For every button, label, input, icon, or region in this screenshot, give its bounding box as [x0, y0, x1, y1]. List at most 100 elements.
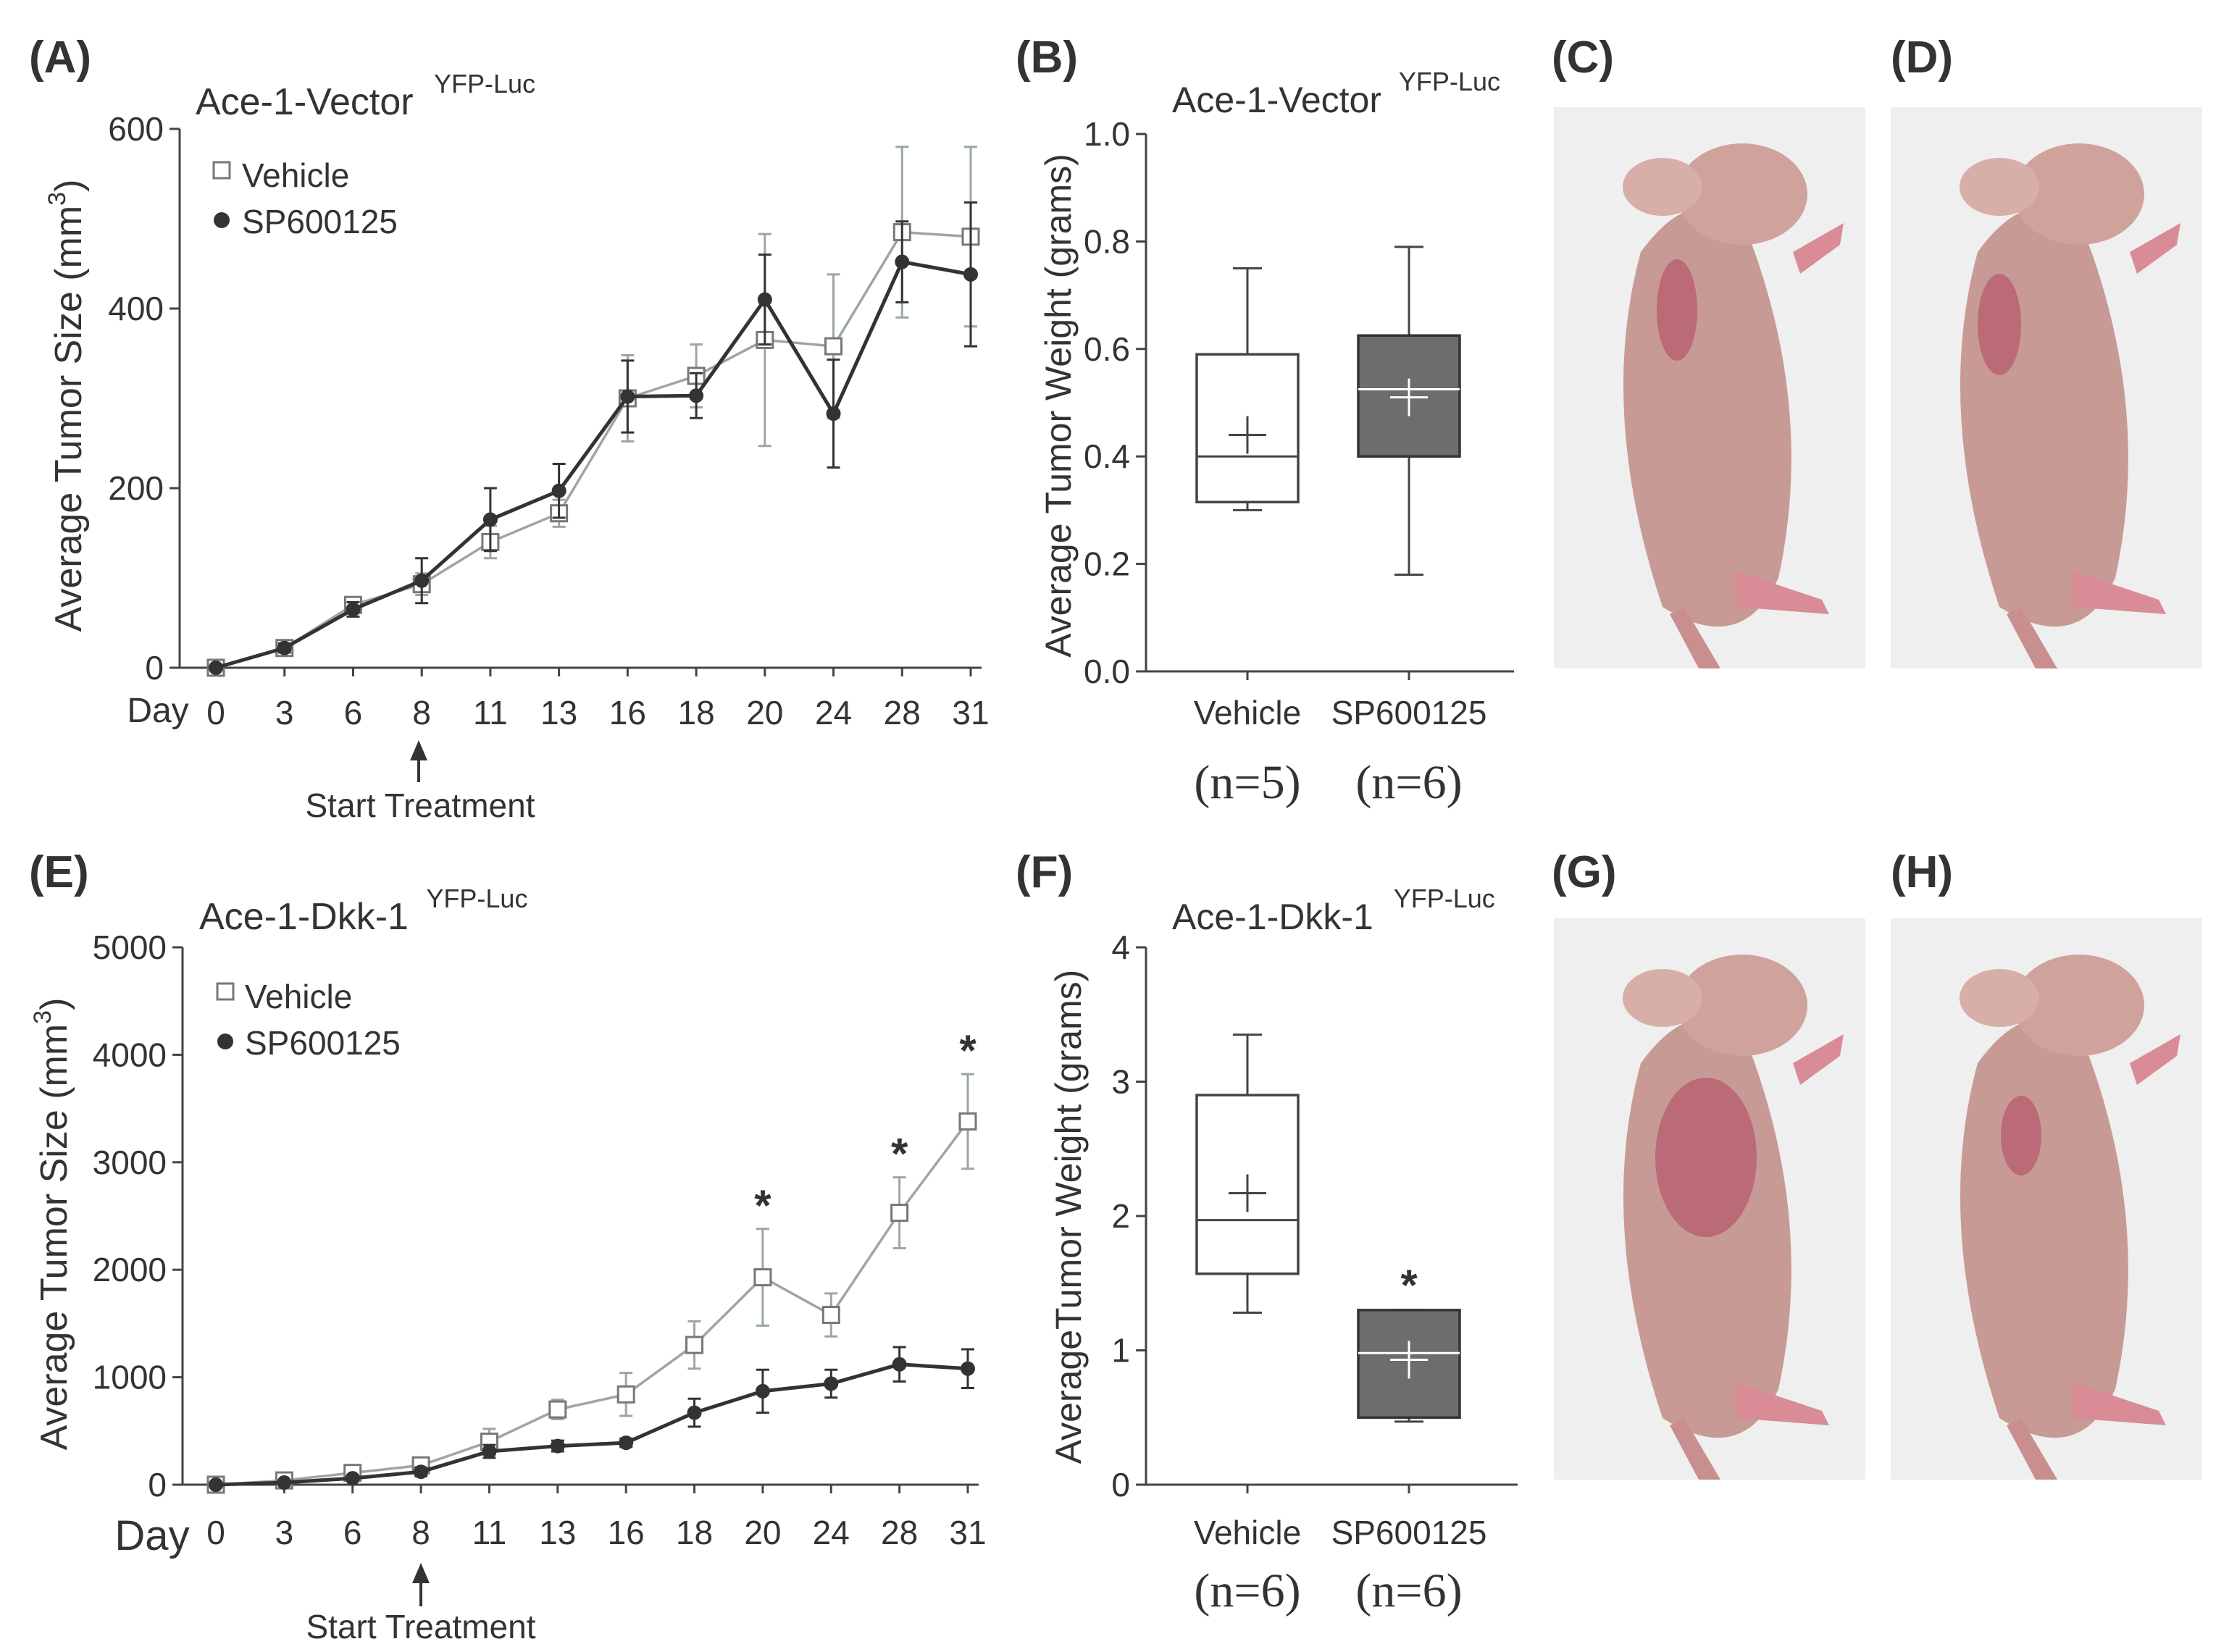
x-tick-label: 16 [609, 694, 646, 731]
data-point-sp600125 [209, 1477, 223, 1492]
x-tick-label: SP600125 [1331, 1514, 1487, 1551]
x-tick-label: Vehicle [1194, 1514, 1301, 1551]
mouse-head [2014, 955, 2144, 1056]
panel-e-legend: Vehicle SP600125 [216, 978, 401, 1062]
series-line-vehicle [215, 1120, 969, 1486]
panel-h-photo [1891, 918, 2202, 1480]
panel-e-y-axis-label: Average Tumor Size (mm3) [29, 998, 75, 1451]
data-point-sp600125 [345, 1471, 360, 1486]
mouse-paw [2130, 1034, 2180, 1085]
x-tick-label: 6 [344, 694, 363, 731]
panel-f-title-main: Ace-1-Dkk-1 [1172, 897, 1373, 937]
y-tick-label: 2000 [93, 1251, 167, 1288]
y-tick-label: 5000 [93, 928, 167, 966]
panel-a-y-axis-label-sup: 3 [43, 192, 71, 206]
mouse-ear [1960, 158, 2039, 216]
mouse-leg [1735, 571, 1829, 614]
panel-b-n-vehicle: (n=5) [1194, 756, 1300, 809]
y-tick-label: 400 [108, 290, 164, 327]
panel-b: (B) Ace-1-Vector YFP-Luc Average Tumor W… [1016, 33, 1514, 809]
y-tick-label: 0.0 [1084, 653, 1130, 690]
y-tick-label: 1.0 [1084, 115, 1130, 153]
panel-e-y-axis-label-sup: 3 [29, 1010, 57, 1024]
y-tick-label: 0 [1111, 1466, 1130, 1504]
mouse-head [1677, 955, 1807, 1056]
y-tick-label: 0.8 [1084, 222, 1130, 260]
panel-a-title-main: Ace-1-Vector [196, 81, 414, 123]
panel-a: (A) Ace-1-Vector YFP-Luc Average Tumor S… [29, 33, 990, 824]
panel-e-legend-sp: SP600125 [245, 1024, 401, 1062]
y-tick-label: 0.2 [1084, 545, 1130, 583]
data-point-sp600125 [824, 1376, 839, 1391]
data-point-sp600125 [757, 292, 772, 307]
y-tick-label: 0.4 [1084, 437, 1130, 475]
panel-b-title-main: Ace-1-Vector [1172, 80, 1381, 120]
panel-a-letter: (A) [29, 33, 91, 83]
panel-e-letter: (E) [29, 847, 89, 897]
panel-e-legend-vehicle-marker [216, 982, 235, 1001]
panel-e-legend-sp-marker [217, 1033, 233, 1049]
significance-star: * [754, 1181, 771, 1230]
panel-b-letter: (B) [1016, 33, 1078, 83]
mouse-paw [2130, 223, 2180, 274]
mouse-paw [1793, 1034, 1844, 1085]
mouse-tail [2007, 607, 2057, 668]
data-point-sp600125 [550, 1438, 565, 1454]
data-point-sp600125 [895, 254, 910, 269]
data-point-vehicle [958, 1112, 977, 1131]
panel-e-legend-vehicle: Vehicle [245, 978, 352, 1015]
panel-e-plot: 0 1000 2000 3000 4000 5000 0 3 6 8 11 13 16 18 20 24 28 3… [93, 928, 987, 1551]
tumor [2001, 1096, 2041, 1175]
panel-e-title: Ace-1-Dkk-1 YFP-Luc [199, 884, 527, 938]
y-tick-label: 0.6 [1084, 330, 1130, 368]
panel-a-legend-sp-marker [214, 212, 230, 228]
panel-c-letter: (C) [1552, 33, 1614, 83]
panel-f-n-vehicle: (n=6) [1194, 1564, 1300, 1617]
data-point-vehicle [824, 337, 843, 356]
x-tick-label: 8 [412, 694, 431, 731]
panel-e-title-sup: YFP-Luc [426, 884, 527, 913]
panel-f-y-axis-label: AverageTumor Weight (grams) [1048, 970, 1089, 1464]
panel-b-title: Ace-1-Vector YFP-Luc [1172, 67, 1500, 120]
x-tick-label: 28 [881, 1514, 918, 1551]
data-point-sp600125 [277, 640, 292, 655]
significance-star: * [959, 1026, 977, 1075]
data-point-vehicle [753, 1268, 772, 1287]
mouse-ear [1960, 969, 2039, 1027]
panel-b-y-axis-label: Average Tumor Weight (grams) [1038, 154, 1079, 658]
panel-a-day-label: Day [127, 692, 188, 730]
x-tick-label: 20 [746, 694, 783, 731]
data-point-sp600125 [414, 573, 430, 588]
panel-d-letter: (D) [1891, 33, 1953, 83]
panel-f: (F) Ace-1-Dkk-1 YFP-Luc AverageTumor Wei… [1016, 847, 1518, 1617]
y-tick-label: 2 [1111, 1197, 1130, 1235]
panel-e-title-main: Ace-1-Dkk-1 [199, 896, 409, 938]
y-tick-label: 600 [108, 110, 164, 148]
data-point-sp600125 [414, 1464, 429, 1480]
mouse-tail [2007, 1418, 2057, 1480]
mouse-tail [1670, 1418, 1720, 1480]
data-point-sp600125 [482, 512, 498, 527]
data-point-vehicle [685, 1336, 704, 1354]
x-tick-label: 16 [608, 1514, 645, 1551]
x-tick-label: 24 [815, 694, 852, 731]
data-point-sp600125 [482, 1443, 497, 1459]
data-point-sp600125 [209, 661, 223, 675]
y-tick-label: 0 [145, 649, 164, 687]
y-tick-label: 3 [1111, 1063, 1130, 1101]
x-tick-label: 13 [540, 694, 577, 731]
panel-a-title: Ace-1-Vector YFP-Luc [196, 69, 535, 123]
panel-e-day-label: Day [114, 1512, 189, 1559]
x-tick-label: 28 [884, 694, 921, 731]
panel-d: (D) [1891, 33, 2202, 668]
data-point-sp600125 [826, 406, 841, 422]
x-tick-label: 18 [676, 1514, 713, 1551]
panel-e-annotation-arrowhead [412, 1563, 430, 1583]
panel-e: (E) Ace-1-Dkk-1 YFP-Luc Average Tumor Si… [29, 847, 987, 1645]
panel-f-plot: 0 1 2 3 4 Vehicle SP600125 * [1111, 928, 1518, 1551]
panel-f-title-sup: YFP-Luc [1394, 884, 1495, 913]
data-point-sp600125 [961, 1361, 975, 1376]
panel-b-n-sp: (n=6) [1355, 756, 1462, 809]
data-point-sp600125 [755, 1383, 770, 1399]
x-tick-label: 18 [678, 694, 715, 731]
